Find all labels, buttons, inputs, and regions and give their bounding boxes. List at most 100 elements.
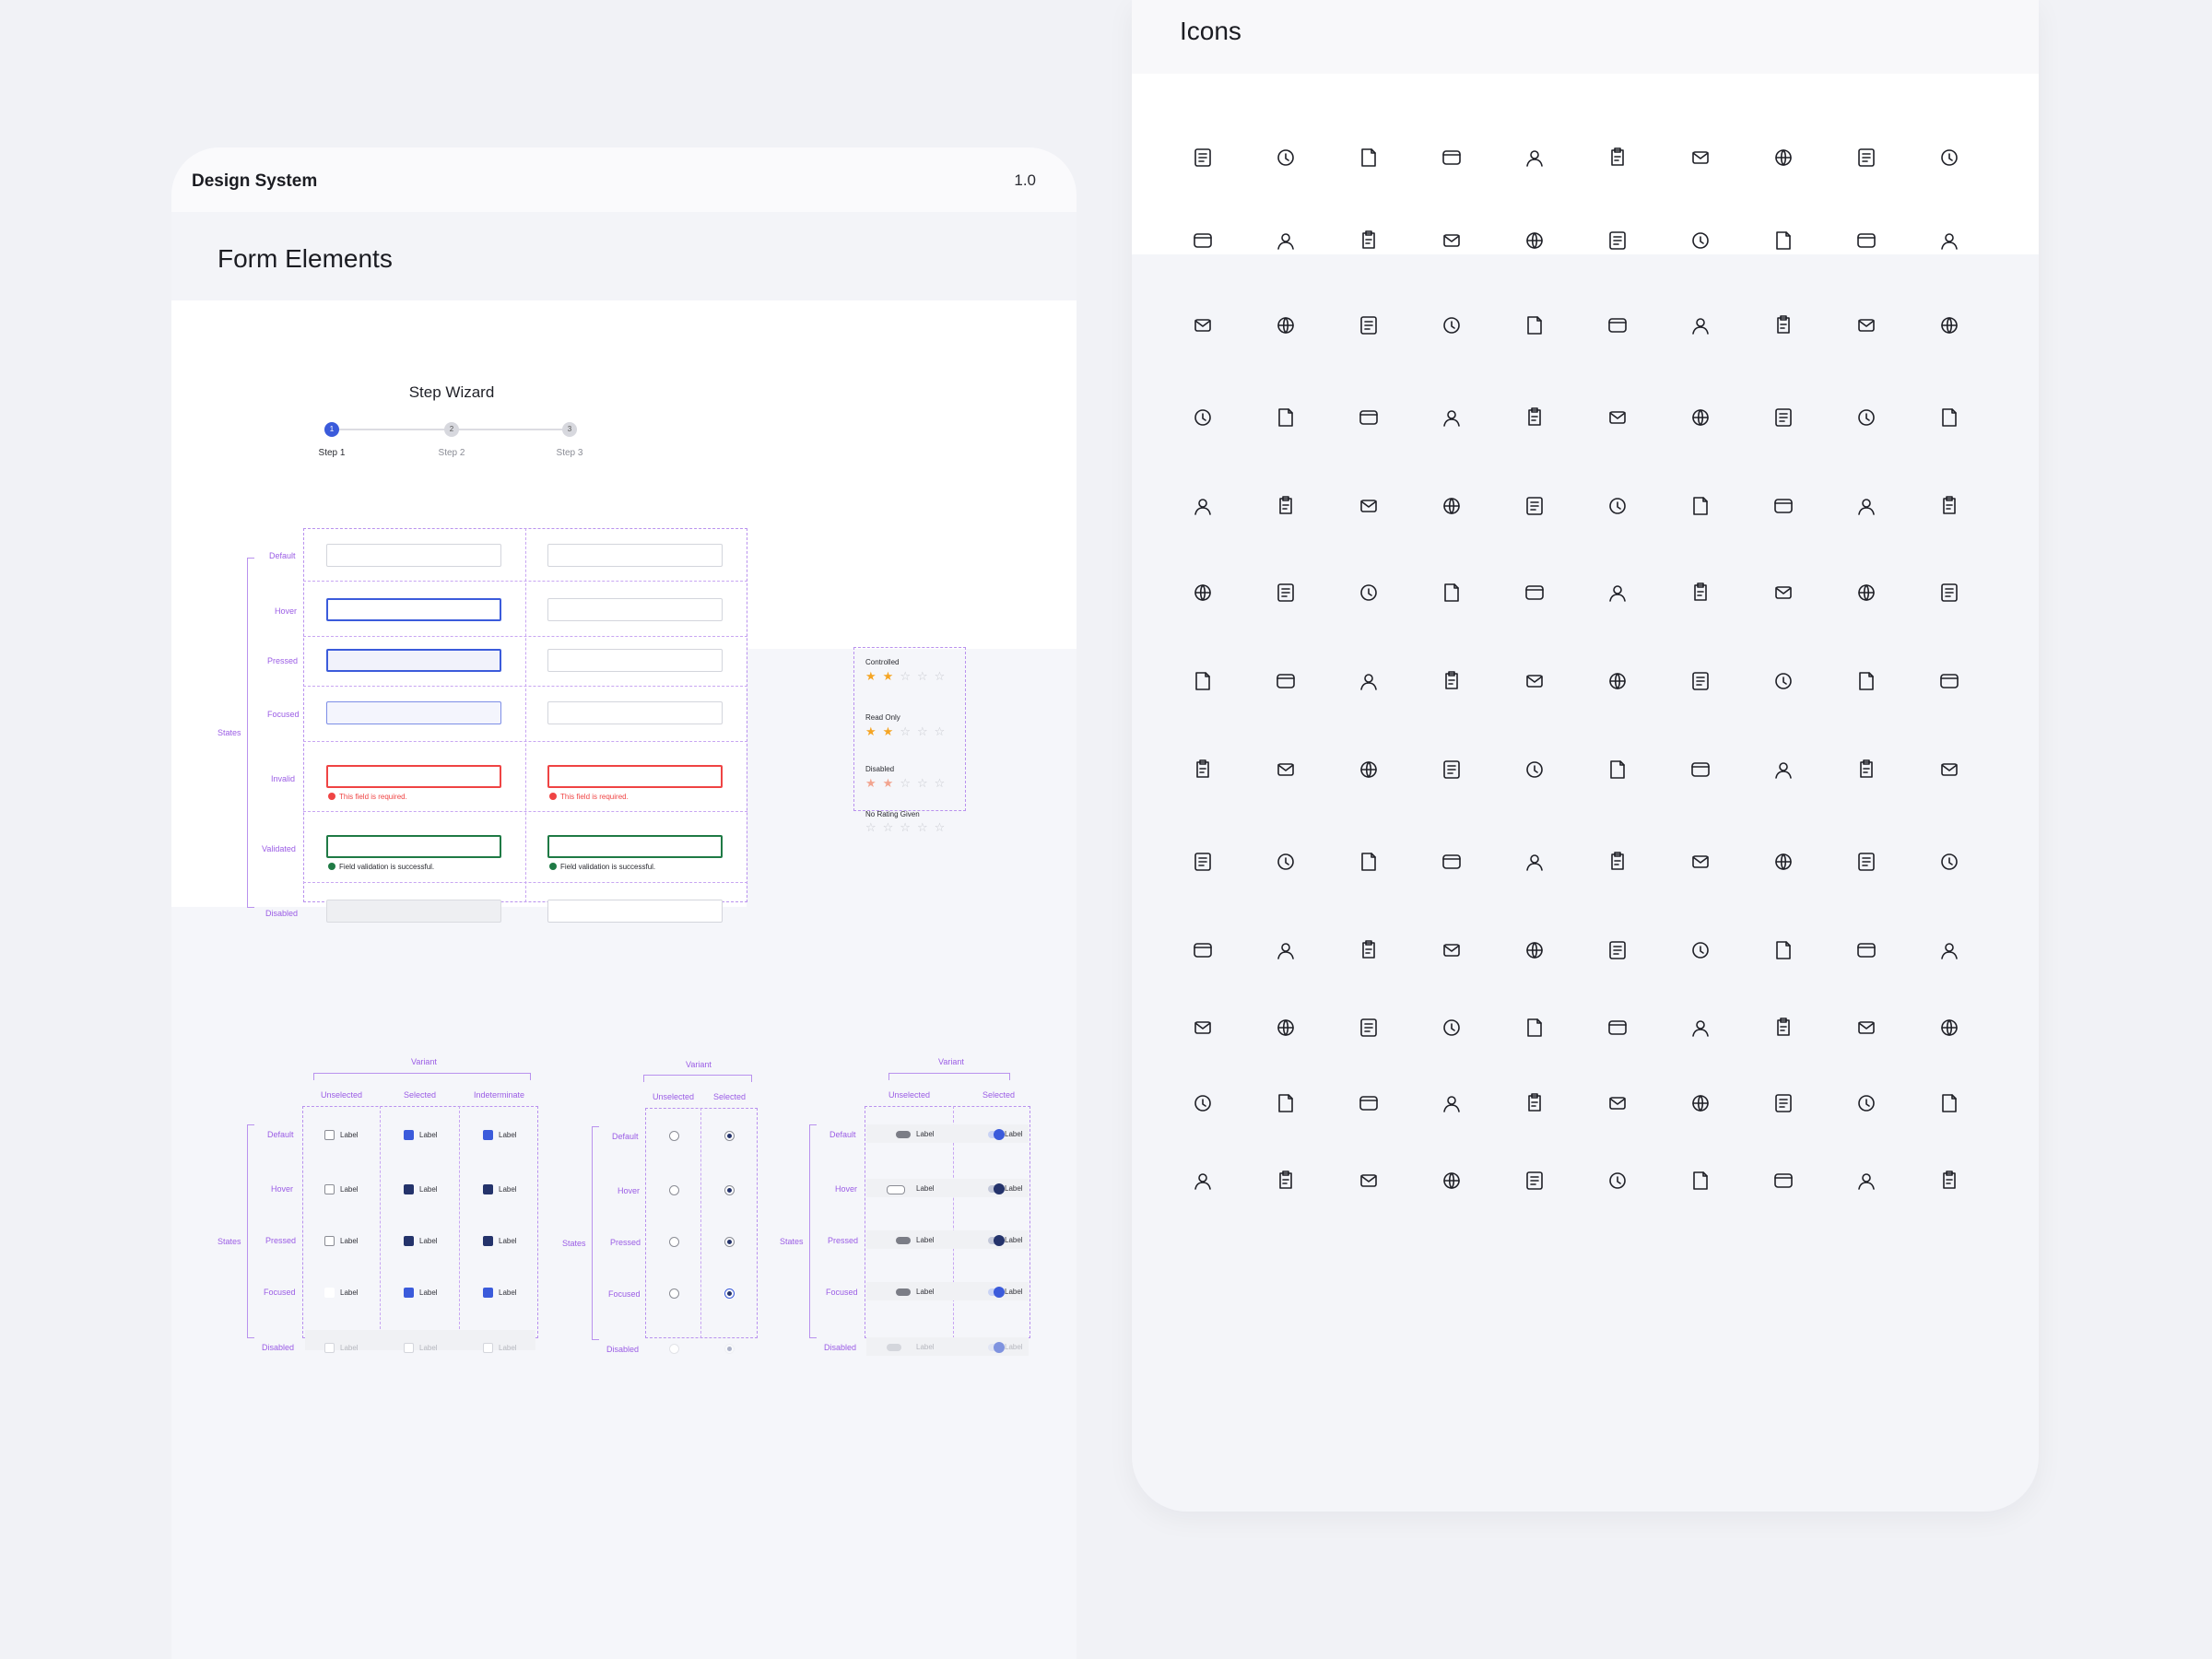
user-star-icon[interactable] [1357, 758, 1381, 782]
document-edit-icon[interactable] [1771, 229, 1795, 253]
trash-icon[interactable] [1274, 494, 1298, 518]
save-box-icon[interactable] [1440, 494, 1464, 518]
add-circle-icon[interactable] [1523, 1169, 1547, 1193]
scan-icon[interactable] [1937, 1016, 1961, 1040]
image-file-icon[interactable] [1688, 938, 1712, 962]
doc-download-icon[interactable] [1191, 938, 1215, 962]
notes-icon[interactable] [1191, 1016, 1215, 1040]
list-icon[interactable] [1606, 758, 1630, 782]
user-edit-icon[interactable] [1440, 758, 1464, 782]
printer-icon[interactable] [1937, 229, 1961, 253]
note-pencil-icon[interactable] [1937, 938, 1961, 962]
logout-icon[interactable] [1357, 669, 1381, 693]
document-chart-icon[interactable] [1357, 146, 1381, 170]
document-search-icon[interactable] [1440, 313, 1464, 337]
settings-icon[interactable] [1937, 850, 1961, 874]
hierarchy-icon[interactable] [1771, 758, 1795, 782]
location-pin-icon[interactable] [1357, 581, 1381, 605]
checkbox-indeterminate[interactable] [483, 1130, 493, 1140]
radio-unselected[interactable] [669, 1237, 679, 1247]
star-icon[interactable] [1688, 669, 1712, 693]
floppy-icon[interactable] [1606, 850, 1630, 874]
add-doc-icon[interactable] [1606, 1169, 1630, 1193]
lines-doc-icon[interactable] [1771, 1091, 1795, 1115]
checkbox-unselected[interactable] [324, 1184, 335, 1194]
tag-doc-icon[interactable] [1854, 1091, 1878, 1115]
toggle-on[interactable] [988, 1235, 1005, 1246]
grid-icon[interactable] [1688, 758, 1712, 782]
apps-add-icon[interactable] [1771, 850, 1795, 874]
checkbox-indeterminate[interactable] [483, 1236, 493, 1246]
clipboard-text-icon[interactable] [1606, 146, 1630, 170]
building-icon[interactable] [1274, 758, 1298, 782]
text-input-hover[interactable] [547, 598, 723, 621]
toggle-off[interactable] [896, 1131, 911, 1138]
file-add-icon[interactable] [1440, 850, 1464, 874]
mail-send-icon[interactable] [1937, 758, 1961, 782]
globe-icon[interactable] [1191, 229, 1215, 253]
user-circle-icon[interactable] [1191, 146, 1215, 170]
table-icon[interactable] [1771, 1169, 1795, 1193]
list-clipboard-icon[interactable] [1937, 1169, 1961, 1193]
search-icon[interactable] [1191, 669, 1215, 693]
checkbox-unselected[interactable] [324, 1236, 335, 1246]
wallet-card-icon[interactable] [1357, 494, 1381, 518]
doc-user-icon[interactable] [1357, 938, 1381, 962]
widgets-icon[interactable] [1440, 1169, 1464, 1193]
radio-selected[interactable] [724, 1288, 735, 1299]
toggle-off[interactable] [896, 1288, 911, 1296]
bell-icon[interactable] [1854, 669, 1878, 693]
pin-icon[interactable] [1440, 146, 1464, 170]
mail-open-icon[interactable] [1688, 229, 1712, 253]
toggle-settings-icon[interactable] [1771, 313, 1795, 337]
duplicate-icon[interactable] [1357, 1169, 1381, 1193]
refresh-at-icon[interactable] [1191, 758, 1215, 782]
file-book-icon[interactable] [1771, 1016, 1795, 1040]
send-icon[interactable] [1937, 494, 1961, 518]
document-zoom-icon[interactable] [1854, 494, 1878, 518]
printer-doc-icon[interactable] [1274, 1016, 1298, 1040]
radio-unselected[interactable] [669, 1131, 679, 1141]
file-clock-icon[interactable] [1854, 1016, 1878, 1040]
doc-lock-icon[interactable] [1440, 938, 1464, 962]
checkbox-unselected[interactable] [324, 1130, 335, 1140]
file-stack-icon[interactable] [1440, 1091, 1464, 1115]
file-plus-icon[interactable] [1357, 1091, 1381, 1115]
chat-dots-icon[interactable] [1771, 406, 1795, 429]
text-input-hover[interactable] [326, 598, 501, 621]
clipboard-user-icon[interactable] [1688, 146, 1712, 170]
shield-check-icon[interactable] [1440, 406, 1464, 429]
toggle-on[interactable] [988, 1129, 1005, 1140]
text-input-pressed[interactable] [326, 649, 501, 672]
file-refresh-icon[interactable] [1357, 1016, 1381, 1040]
radio-unselected[interactable] [669, 1185, 679, 1195]
text-input-invalid[interactable] [326, 765, 501, 788]
download-icon[interactable] [1191, 850, 1215, 874]
text-input-focused[interactable] [547, 701, 723, 724]
text-input-default[interactable] [547, 544, 723, 567]
radio-selected[interactable] [724, 1237, 735, 1247]
rating-empty[interactable]: ☆☆☆☆☆ [865, 820, 952, 834]
wallet-icon[interactable] [1688, 406, 1712, 429]
document-check-icon[interactable] [1523, 850, 1547, 874]
doc-clock-icon[interactable] [1606, 938, 1630, 962]
thumbs-up-icon[interactable] [1771, 581, 1795, 605]
text-file-icon[interactable] [1523, 1016, 1547, 1040]
copy-icon[interactable] [1191, 1091, 1215, 1115]
download-line-icon[interactable] [1274, 850, 1298, 874]
address-book-icon[interactable] [1274, 313, 1298, 337]
checklist-icon[interactable] [1191, 313, 1215, 337]
mail-icon[interactable] [1606, 313, 1630, 337]
file-lock-icon[interactable] [1523, 1091, 1547, 1115]
notepad-icon[interactable] [1771, 146, 1795, 170]
share-icon[interactable] [1606, 494, 1630, 518]
folder-icon[interactable] [1523, 146, 1547, 170]
radio-selected[interactable] [724, 1185, 735, 1195]
info-icon[interactable] [1274, 406, 1298, 429]
edit-box-icon[interactable] [1191, 494, 1215, 518]
doc-upload-icon[interactable] [1274, 938, 1298, 962]
doc-remove-icon[interactable] [1523, 938, 1547, 962]
wizard-step-2[interactable]: 2 [444, 422, 459, 437]
sticky-note-icon[interactable] [1854, 938, 1878, 962]
card-icon[interactable] [1191, 406, 1215, 429]
